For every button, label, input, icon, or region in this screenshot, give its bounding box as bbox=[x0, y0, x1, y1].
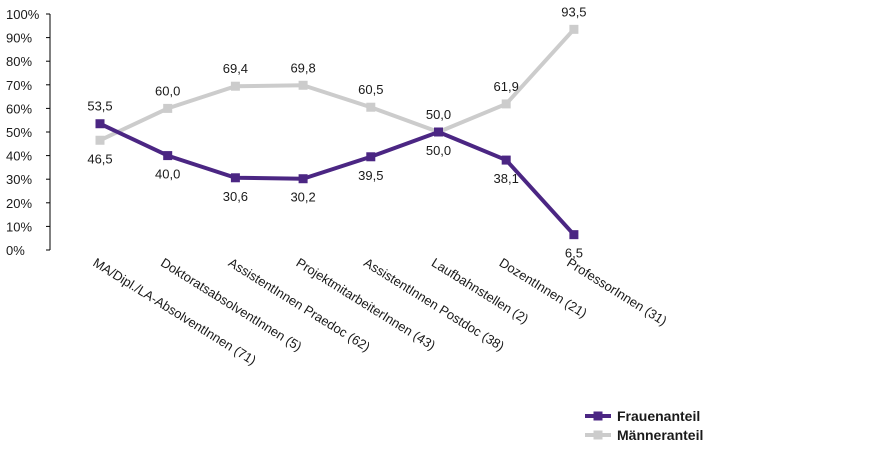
y-tick-label: 70% bbox=[6, 78, 32, 93]
data-point bbox=[298, 174, 308, 184]
series-line-frauenanteil bbox=[99, 121, 576, 237]
data-point bbox=[366, 102, 376, 112]
data-label: 69,8 bbox=[290, 60, 315, 75]
data-label: 69,4 bbox=[223, 61, 248, 76]
data-label: 39,5 bbox=[358, 168, 383, 183]
legend-label: Frauenanteil bbox=[617, 408, 700, 424]
data-label: 50,0 bbox=[426, 143, 451, 158]
data-point bbox=[501, 99, 511, 109]
data-label: 30,2 bbox=[290, 190, 315, 205]
data-label: 93,5 bbox=[561, 4, 586, 19]
data-label: 38,1 bbox=[494, 171, 519, 186]
y-tick-label: 90% bbox=[6, 31, 32, 46]
axes: 0% 10% 20% 30% 40% 50% 60% 70% 80% 90% 100% bbox=[6, 7, 51, 258]
data-point bbox=[230, 81, 240, 91]
y-tick-label: 0% bbox=[6, 243, 25, 258]
y-tick-label: 10% bbox=[6, 219, 32, 234]
data-point bbox=[230, 173, 240, 183]
y-tick-label: 50% bbox=[6, 125, 32, 140]
series-layer bbox=[95, 24, 579, 240]
data-point bbox=[569, 24, 579, 34]
y-tick-label: 40% bbox=[6, 149, 32, 164]
data-label: 53,5 bbox=[87, 99, 112, 114]
data-label: 40,0 bbox=[155, 167, 180, 182]
data-point bbox=[569, 230, 579, 240]
y-tick-label: 80% bbox=[6, 54, 32, 69]
series-line-maenneranteil bbox=[99, 27, 576, 143]
data-point bbox=[163, 103, 173, 113]
data-point bbox=[501, 155, 511, 165]
data-point bbox=[298, 80, 308, 90]
data-point bbox=[366, 152, 376, 162]
data-labels: 53,5 40,0 30,6 30,2 39,5 50,0 38,1 6,5 46,5 60,0 6… bbox=[87, 4, 586, 260]
y-tick-label: 30% bbox=[6, 172, 32, 187]
data-label: 6,5 bbox=[565, 246, 583, 261]
y-tick-label: 100% bbox=[6, 7, 40, 22]
data-point bbox=[163, 151, 173, 161]
legend-label: Männeranteil bbox=[617, 427, 703, 443]
data-label: 60,5 bbox=[358, 82, 383, 97]
legend: Frauenanteil Männeranteil bbox=[585, 408, 703, 443]
y-tick-label: 60% bbox=[6, 101, 32, 116]
data-label: 61,9 bbox=[494, 79, 519, 94]
data-point bbox=[95, 119, 105, 129]
category-labels: MA/Dipl./LA-AbsolventInnen (71)Doktorats… bbox=[90, 255, 669, 368]
data-point bbox=[434, 127, 443, 137]
data-label: 30,6 bbox=[223, 189, 248, 204]
y-tick-label: 20% bbox=[6, 196, 32, 211]
data-label: 50,0 bbox=[426, 107, 451, 122]
data-label: 46,5 bbox=[87, 151, 112, 166]
legend-swatch-marker bbox=[593, 411, 603, 421]
data-label: 60,0 bbox=[155, 83, 180, 98]
legend-swatch-marker bbox=[593, 430, 603, 440]
data-point bbox=[95, 135, 105, 145]
